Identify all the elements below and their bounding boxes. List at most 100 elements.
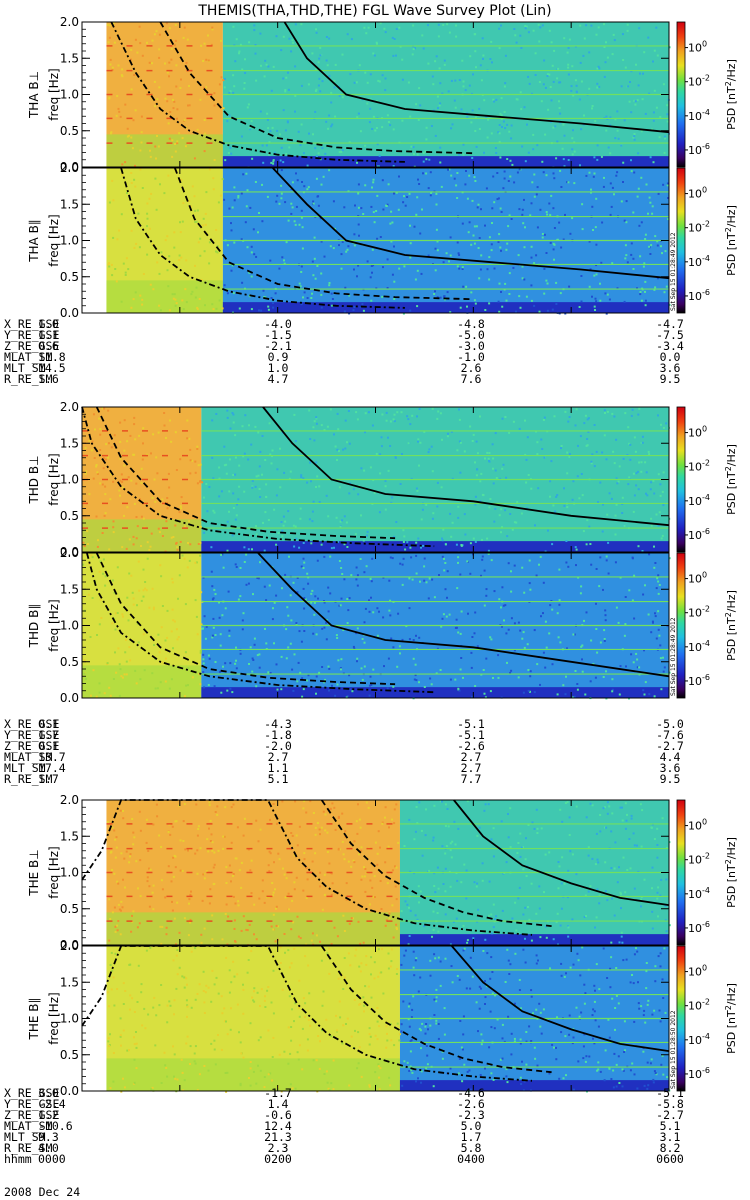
noise-pixel [211,303,214,306]
orbit-value: 0200 [264,1152,292,1166]
noise-pixel [441,1050,444,1053]
noise-pixel [479,1074,482,1076]
noise-pixel [302,587,305,590]
noise-pixel [170,440,173,443]
noise-pixel [523,278,526,281]
noise-pixel [433,596,436,599]
noise-pixel [290,202,293,205]
noise-pixel [628,100,631,103]
noise-pixel [538,885,541,888]
noise-pixel [133,502,136,505]
noise-pixel [223,86,226,89]
noise-pixel [199,651,202,654]
noise-pixel [171,155,174,158]
noise-pixel [103,514,106,517]
noise-pixel [285,153,288,155]
noise-pixel [141,54,144,57]
noise-pixel [482,494,485,497]
noise-pixel [658,584,661,586]
noise-pixel [459,306,462,309]
noise-pixel [210,833,213,836]
noise-pixel [368,684,371,687]
noise-pixel [554,510,557,513]
noise-pixel [119,1035,122,1038]
noise-pixel [417,990,420,993]
noise-pixel [252,1070,255,1073]
noise-pixel [529,588,532,591]
noise-pixel [200,279,203,281]
ytick-label: 0.5 [60,902,79,916]
colorbar-gradient [676,21,686,168]
noise-pixel [401,119,404,122]
noise-pixel [185,977,188,980]
noise-pixel [240,192,243,195]
noise-pixel [406,415,409,418]
noise-pixel [185,999,188,1002]
noise-pixel [538,907,541,910]
noise-pixel [499,246,502,249]
noise-pixel [609,967,612,970]
noise-pixel [411,578,414,581]
noise-pixel [393,420,396,423]
noise-pixel [494,469,497,472]
noise-pixel [595,568,598,570]
noise-pixel [109,63,112,66]
noise-pixel [572,1088,575,1091]
noise-pixel [291,1008,293,1011]
noise-pixel [141,187,144,189]
noise-pixel [168,137,171,140]
noise-pixel [612,450,615,453]
noise-pixel [337,815,340,818]
noise-pixel [348,141,351,144]
noise-pixel [446,570,449,573]
noise-pixel [363,641,366,644]
noise-pixel [252,593,254,596]
noise-pixel [145,589,148,592]
noise-pixel [225,1020,227,1023]
noise-pixel [524,937,526,940]
noise-pixel [175,628,178,631]
noise-pixel [263,296,266,298]
noise-pixel [593,424,596,426]
noise-pixel [629,981,632,984]
noise-pixel [659,644,662,647]
orbit-value: -2.0 [264,739,292,753]
noise-pixel [507,836,510,839]
noise-pixel [610,830,613,833]
noise-pixel [637,545,640,548]
noise-pixel [282,35,285,38]
noise-pixel [122,1029,125,1032]
noise-pixel [632,472,635,475]
noise-pixel [566,181,569,184]
noise-pixel [417,537,420,540]
noise-pixel [486,952,489,955]
noise-pixel [279,962,282,964]
noise-pixel [645,987,648,990]
noise-pixel [646,1003,649,1006]
noise-pixel [218,83,221,86]
noise-pixel [488,506,491,509]
noise-pixel [158,33,161,36]
orbit-value: 4.4 [660,750,681,764]
noise-pixel [449,1067,452,1070]
noise-pixel [523,198,525,201]
noise-pixel [293,881,296,884]
noise-pixel [422,172,424,175]
noise-pixel [116,95,119,97]
noise-pixel [341,812,344,815]
noise-pixel [250,120,253,123]
noise-pixel [218,466,221,469]
noise-pixel [357,192,360,195]
noise-pixel [365,32,368,35]
noise-pixel [241,68,244,71]
noise-pixel [619,891,622,894]
noise-pixel [446,435,449,438]
noise-pixel [631,599,634,602]
noise-pixel [522,868,525,871]
noise-pixel [199,463,202,466]
noise-pixel [563,134,566,137]
noise-pixel [519,855,522,858]
noise-pixel [462,1015,465,1018]
noise-pixel [610,205,613,208]
noise-pixel [572,1036,575,1039]
